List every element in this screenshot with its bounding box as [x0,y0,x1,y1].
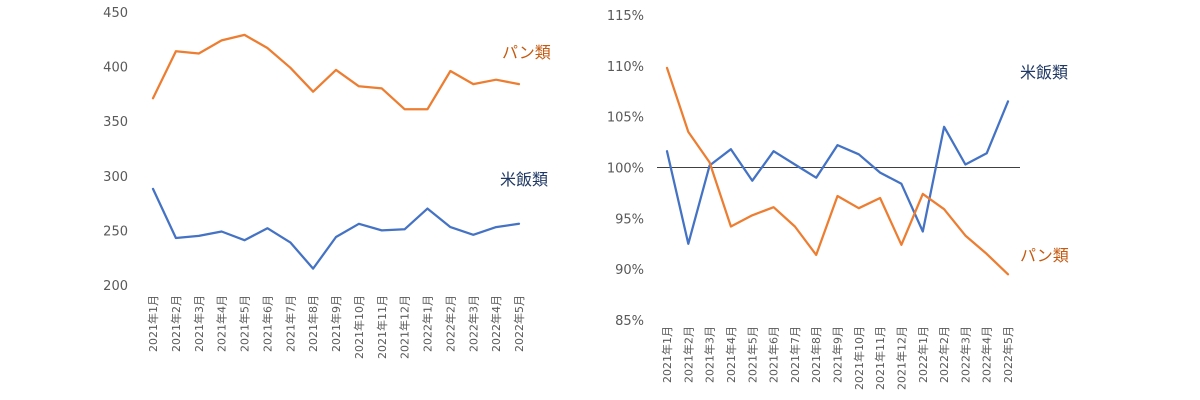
y-tick-label: 90% [615,263,644,278]
x-tick-label: 2021年11月 [375,295,389,359]
y-tick-label: 115% [607,9,644,24]
series-line [665,66,1010,276]
x-tick-label: 2021年2月 [681,326,695,383]
x-tick-label: 2021年6月 [260,295,274,352]
x-tick-label: 2021年4月 [215,295,229,352]
x-tick-label: 2021年11月 [873,326,887,390]
y-tick-label: 200 [103,279,128,294]
x-tick-label: 2022年3月 [958,326,972,383]
x-tick-label: 2021年9月 [329,295,343,352]
x-tick-label: 2022年1月 [421,295,435,352]
x-tick-label: 2021年7月 [788,326,802,383]
left-chart: 200 250 300 350 400 450 2021年1月 2021年2月 2021年3月 2… [103,6,551,359]
x-tick-label: 2021年3月 [192,295,206,352]
x-tick-label: 2021年1月 [660,326,674,383]
y-tick-label: 105% [607,111,644,126]
x-tick-label: 2021年10月 [352,295,366,359]
series-label: パン類 [1020,246,1069,265]
series-line [151,33,521,111]
x-tick-label: 2021年9月 [831,326,845,383]
x-tick-label: 2021年5月 [745,326,759,383]
x-tick-label: 2021年6月 [767,326,781,383]
x-tick-label: 2022年2月 [443,295,457,352]
x-tick-label: 2021年7月 [283,295,297,352]
x-tick-label: 2021年4月 [724,326,738,383]
x-tick-label: 2021年2月 [169,295,183,352]
y-tick-label: 450 [103,6,128,21]
x-tick-label: 2022年1月 [916,326,930,383]
y-tick-label: 110% [607,60,644,75]
y-tick-label: 400 [103,61,128,76]
x-tick-label: 2022年2月 [937,326,951,383]
series-line [665,100,1010,245]
x-tick-label: 2021年8月 [306,295,320,352]
x-tick-label: 2022年3月 [466,295,480,352]
x-tick-label: 2022年5月 [1001,326,1015,383]
y-tick-label: 300 [103,170,128,185]
y-tick-label: 95% [615,212,644,227]
x-tick-label: 2021年3月 [703,326,717,383]
x-tick-label: 2021年1月 [146,295,160,352]
x-tick-label: 2021年12月 [398,295,412,359]
x-tick-label: 2022年4月 [489,295,503,352]
x-tick-label: 2022年4月 [980,326,994,383]
right-chart: 85% 90% 95% 100% 105% 110% 115% 2021年1月 2021年2月 2… [607,9,1069,390]
y-tick-label: 100% [607,162,644,177]
x-tick-label: 2021年5月 [238,295,252,352]
x-tick-label: 2021年12月 [894,326,908,390]
series-label: 米飯類 [500,170,548,189]
series-line [151,187,521,270]
y-tick-label: 350 [103,115,128,130]
x-tick-label: 2021年8月 [809,326,823,383]
series-label: 米飯類 [1020,63,1068,82]
y-tick-label: 250 [103,224,128,239]
y-tick-label: 85% [615,314,644,329]
x-tick-label: 2022年5月 [512,295,526,352]
x-tick-label: 2021年10月 [852,326,866,390]
series-label: パン類 [502,43,551,62]
